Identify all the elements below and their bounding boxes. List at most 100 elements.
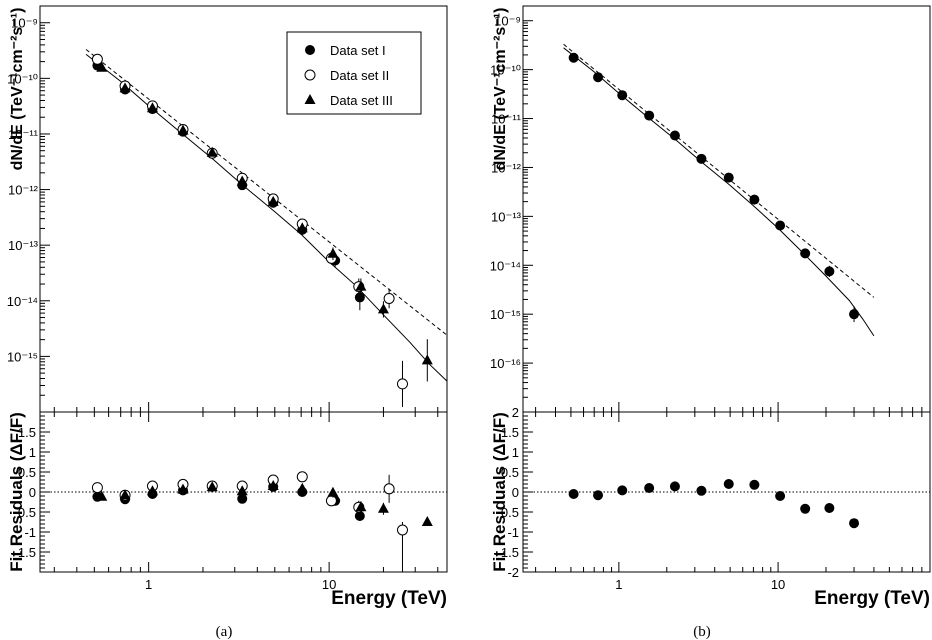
data-point <box>696 153 707 164</box>
y-tick-label: 10⁻¹⁶ <box>490 356 521 371</box>
data-set-ii-residual-point <box>296 471 308 483</box>
y-tick-label: 10⁻¹⁰ <box>7 71 38 86</box>
data-set-iii-residual-point <box>377 502 389 513</box>
data-set-iii-residual-point <box>327 486 339 497</box>
legend: Data set I Data set II Data set III <box>286 31 422 115</box>
panel-b-spectrum: 10⁻⁹ 10⁻¹⁰ 10⁻¹¹ 10⁻¹² 10⁻¹³ 10⁻¹⁴ 10⁻¹⁵ 10⁻¹⁶ <box>490 5 931 413</box>
residual-tick-label: 0 <box>512 485 519 500</box>
data-residual-point <box>617 485 628 496</box>
residual-tick-label: 1.5 <box>18 425 36 440</box>
legend-entry-label: Data set II <box>330 68 389 83</box>
residual-tick-label: -1 <box>507 525 519 540</box>
data-set-ii-residual-point <box>396 524 408 536</box>
data-set-iii-point <box>267 195 279 206</box>
data-residual-point <box>696 485 707 496</box>
y-tick-label: 10⁻¹¹ <box>8 127 39 142</box>
legend-marker <box>305 45 315 55</box>
data-set-iii-point <box>177 124 189 135</box>
legend-marker <box>304 69 316 81</box>
x-tick-label: 10 <box>771 577 785 592</box>
data-set-ii-residual-point <box>383 483 395 495</box>
residual-tick-label: -1.5 <box>14 545 36 560</box>
data-set-iii-residual-point <box>119 489 131 500</box>
data-point <box>849 309 860 320</box>
residual-tick-label: -1 <box>24 525 36 540</box>
panel-b-caption: (b) <box>693 624 711 640</box>
y-tick-label: 10⁻¹⁰ <box>490 63 521 78</box>
data-set-i-residual-point <box>237 493 248 504</box>
data-set-i-residual-point <box>354 511 365 521</box>
y-tick-label: 10⁻¹² <box>491 160 522 175</box>
y-tick-label: 10⁻¹⁵ <box>7 349 38 364</box>
legend-entry-label: Data set I <box>330 43 386 58</box>
data-residual-point <box>723 479 734 489</box>
residual-tick-label: -0.5 <box>14 505 36 520</box>
panel-a-x-axis-title: Energy (TeV) <box>331 588 447 609</box>
y-tick-label: 10⁻¹³ <box>8 238 39 253</box>
data-residual-point <box>824 503 835 513</box>
data-set-iii-residual-point <box>236 485 248 496</box>
power-law-fit-line <box>563 43 875 298</box>
data-set-ii-residual-point <box>91 482 103 494</box>
residual-tick-label: -1.5 <box>497 545 519 560</box>
data-residual-point <box>568 489 579 499</box>
data-set-iii-residual-point <box>421 516 433 526</box>
data-residual-point <box>593 490 604 501</box>
data-residual-point <box>749 479 760 490</box>
residual-tick-label: -0.5 <box>497 505 519 520</box>
panel-b-residual-axis-title: Fit Residuals (ΔF/F) <box>490 412 509 572</box>
panel-b-y-axis-title: dN/dE (TeV⁻¹cm⁻²s⁻¹) <box>492 8 509 171</box>
x-tick-label: 1 <box>145 577 152 592</box>
data-set-iii-point <box>96 61 108 72</box>
residual-tick-label: 1.5 <box>501 425 519 440</box>
x-tick-label: 10 <box>322 577 336 592</box>
y-tick-label: 10⁻¹⁴ <box>490 258 521 273</box>
data-set-iii-point <box>146 102 158 113</box>
data-residual-point <box>669 481 680 492</box>
y-tick-label: 10⁻¹¹ <box>491 112 522 127</box>
data-set-ii-point <box>383 292 395 304</box>
x-tick-label: 1 <box>615 577 622 592</box>
data-set-iii-residual-point <box>146 485 158 496</box>
panel-a-spectrum: 10⁻⁹ 10⁻¹⁰ 10⁻¹¹ 10⁻¹² 10⁻¹³ 10⁻¹⁴ 10⁻¹⁵ <box>7 5 448 413</box>
data-set-iii-residual-point <box>96 490 108 501</box>
data-point <box>593 72 604 83</box>
panel-b: 10⁻⁹10⁻¹⁰10⁻¹¹10⁻¹²10⁻¹³10⁻¹⁴10⁻¹⁵10⁻¹⁶ … <box>490 5 931 640</box>
y-tick-label: 10⁻¹² <box>8 183 39 198</box>
y-tick-label: 10⁻⁹ <box>494 14 521 29</box>
data-set-iii-residual-point <box>267 480 279 490</box>
data-point <box>568 52 579 63</box>
spectrum-frame <box>522 5 931 413</box>
residual-tick-label: 2 <box>512 405 519 420</box>
residual-tick-label: 1 <box>512 445 519 460</box>
data-point <box>749 194 760 205</box>
residual-tick-label: 0 <box>29 485 36 500</box>
y-tick-label: 10⁻⁹ <box>11 16 38 31</box>
residual-tick-label: 0.5 <box>18 465 36 480</box>
data-point <box>669 130 680 141</box>
data-set-iii-point <box>119 82 131 93</box>
data-set-iii-point <box>296 222 308 233</box>
residual-tick-label: 1 <box>29 445 36 460</box>
data-set-iii-residual-point <box>355 501 367 512</box>
data-point <box>723 172 734 183</box>
y-tick-label: 10⁻¹⁵ <box>490 307 521 322</box>
data-point <box>775 220 786 231</box>
data-residual-point <box>849 518 860 529</box>
legend-entry-label: Data set III <box>330 93 393 108</box>
y-tick-label: 10⁻¹⁴ <box>7 294 38 309</box>
panel-a-caption: (a) <box>216 624 233 640</box>
data-point <box>824 266 835 277</box>
panel-a-residuals: 1 10 1.5 1 0.5 0 -0.5 -1 -1.5 <box>14 411 448 592</box>
curved-fit-line <box>563 47 875 337</box>
panel-a-y-axis-title: dN/dE (TeV⁻¹cm⁻²s⁻¹) <box>9 8 26 171</box>
residual-tick-label: 0.5 <box>501 465 519 480</box>
data-set-iii-residual-point <box>206 481 218 492</box>
data-set-iii-point <box>206 146 218 157</box>
data-set-iii-point <box>236 175 248 186</box>
panel-b-x-axis-title: Energy (TeV) <box>814 588 930 609</box>
data-set-iii-point <box>421 354 433 365</box>
data-set-iii-point <box>377 303 389 314</box>
